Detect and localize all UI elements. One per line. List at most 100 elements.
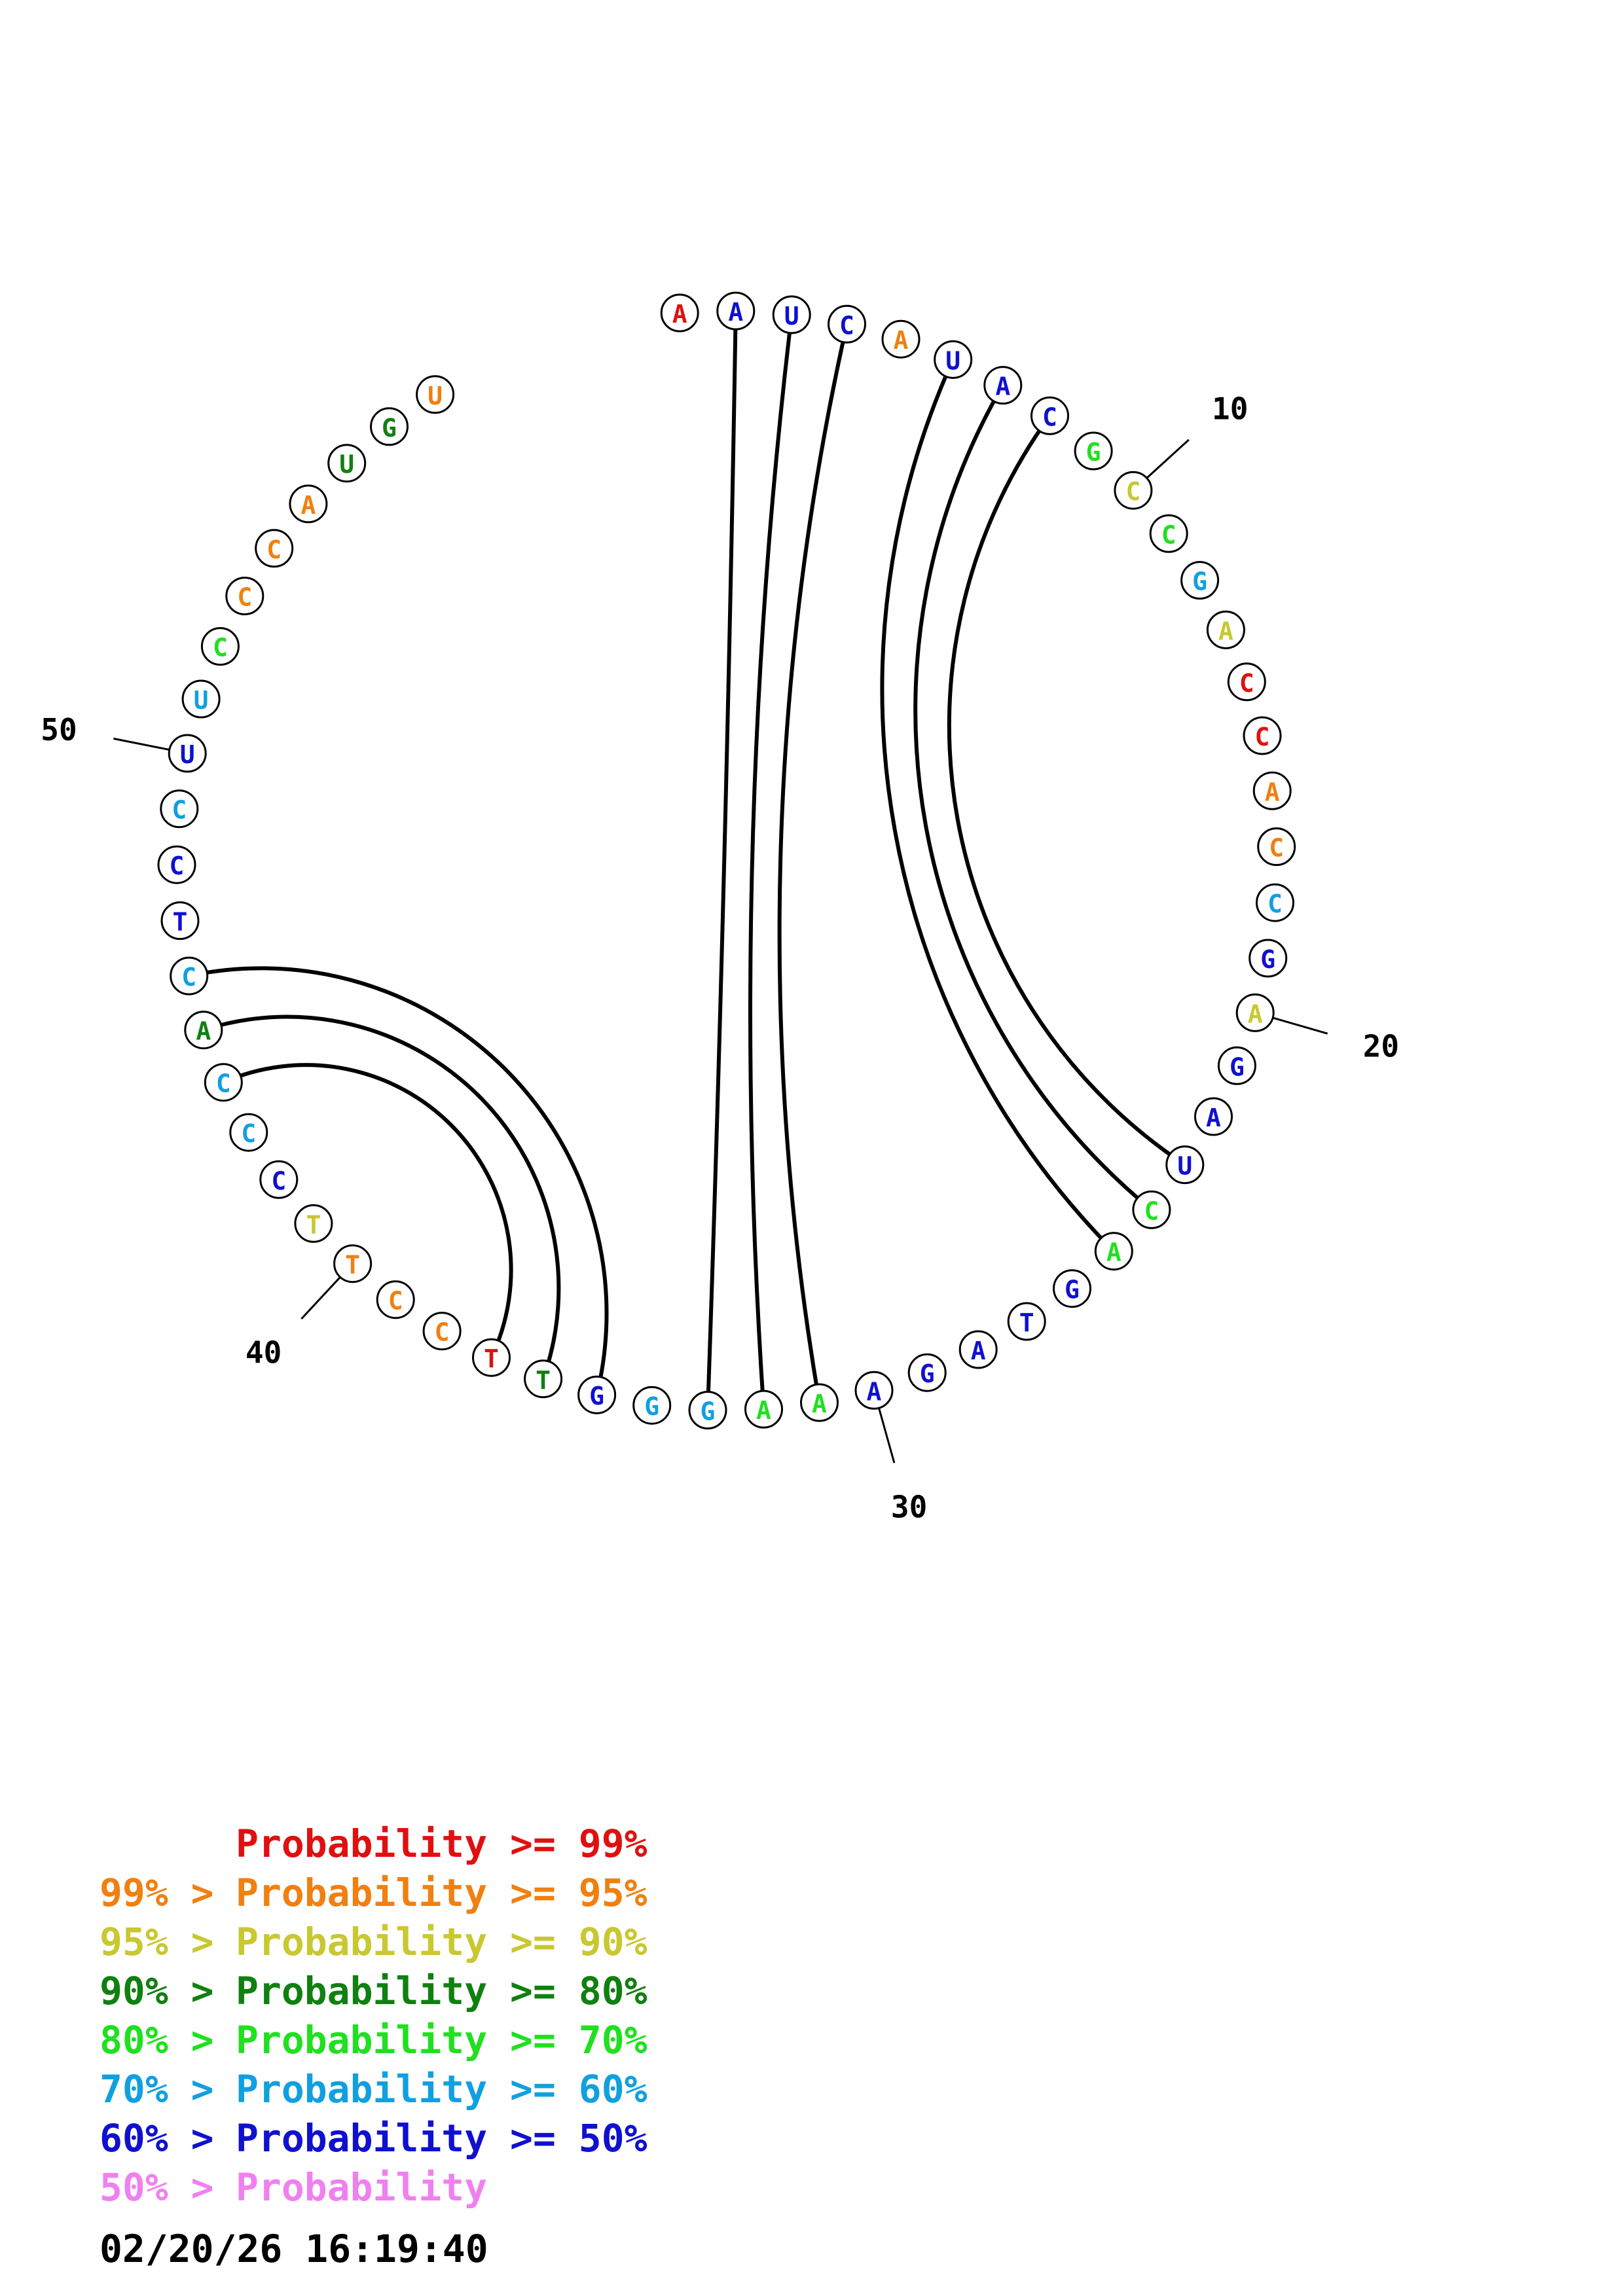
- nucleotide: A: [289, 484, 328, 524]
- nucleotide-letter: C: [1144, 1196, 1159, 1225]
- nucleotide: G: [370, 407, 409, 446]
- nucleotide: T: [524, 1359, 563, 1399]
- nucleotide: C: [225, 577, 264, 616]
- legend-row: 99% > Probability >= 95%: [100, 1869, 647, 1918]
- nucleotide-letter: G: [382, 414, 397, 442]
- legend-row: 95% > Probability >= 90%: [100, 1918, 647, 1967]
- nucleotide: C: [229, 1113, 268, 1152]
- nucleotide-letter: C: [435, 1318, 450, 1347]
- nucleotide-letter: C: [1161, 520, 1176, 549]
- nucleotide: C: [828, 304, 866, 344]
- nucleotide-letter: A: [1218, 617, 1233, 645]
- nucleotide-letter: C: [1267, 889, 1283, 918]
- nucleotide: A: [958, 1330, 998, 1369]
- nucleotide: C: [1030, 396, 1069, 435]
- legend-prefix: 80% >: [100, 2018, 237, 2062]
- base-pair-arc: [777, 323, 849, 1403]
- nucleotide: A: [881, 319, 921, 359]
- nucleotide-letter: U: [784, 302, 799, 331]
- legend-prefix: 99% >: [100, 1871, 237, 1915]
- tick-line: [301, 1276, 341, 1320]
- nucleotide-circle: [1007, 1302, 1046, 1341]
- nucleotide-circle: [828, 304, 866, 344]
- nucleotide-circle: [225, 577, 264, 616]
- nucleotide-circle: [376, 1280, 415, 1319]
- nucleotide: U: [934, 340, 973, 379]
- nucleotide: A: [744, 1390, 783, 1429]
- nucleotide-letter: T: [484, 1344, 499, 1373]
- nucleotide-letter: T: [345, 1251, 360, 1280]
- legend-text: Probability >= 80%: [236, 1969, 647, 2013]
- nucleotide-circle: A A U CAUACGCCGACCACCGAGAUCAGTAGAAAGGGTTCCT…: [157, 291, 1296, 1429]
- nucleotide-circle: [1235, 993, 1275, 1032]
- nucleotide-letter: G: [1086, 438, 1101, 467]
- nucleotide-letter: U: [339, 450, 354, 479]
- nucleotide-letter: A: [1265, 778, 1280, 806]
- nucleotide-circle: [1257, 827, 1296, 867]
- nucleotide-circle: [1074, 431, 1113, 471]
- legend-rows: Probability >= 99% 99% > Probability >= 9…: [100, 1820, 647, 2212]
- nucleotide-circle: [934, 340, 973, 379]
- legend-row: 80% > Probability >= 70%: [100, 2016, 647, 2065]
- nucleotide: T: [160, 901, 200, 941]
- legend-row: 90% > Probability >= 80%: [100, 1967, 647, 2016]
- nucleotide-circle: [577, 1375, 617, 1414]
- nucleotide-circle: [983, 366, 1023, 405]
- nucleotide: T: [472, 1338, 511, 1377]
- nucleotide: U: [416, 375, 455, 414]
- nucleotide: C: [1132, 1190, 1171, 1229]
- nucleotide: A: [800, 1383, 839, 1422]
- nucleotide-letter: A: [1206, 1103, 1221, 1132]
- nucleotide-letter: G: [701, 1397, 716, 1426]
- nucleotide-letter: G: [1230, 1052, 1245, 1081]
- nucleotide-letter: T: [306, 1210, 321, 1239]
- nucleotide: U: [772, 295, 811, 334]
- nucleotide: A: [1094, 1232, 1133, 1271]
- legend-row: 60% > Probability >= 50%: [100, 2114, 647, 2163]
- nucleotide-letter: A: [995, 372, 1010, 401]
- base-pair-arc: [947, 414, 1186, 1167]
- nucleotide-letter: C: [1042, 403, 1057, 431]
- nucleotide-circle: [259, 1160, 299, 1199]
- legend-row: 50% > Probability: [100, 2163, 647, 2212]
- tick-line: [1272, 1016, 1328, 1035]
- nucleotide-letter: A: [971, 1336, 986, 1365]
- nucleotide: A: [660, 293, 699, 332]
- nucleotide: G: [1074, 431, 1113, 471]
- nucleotide: A: [1194, 1097, 1233, 1136]
- nucleotide-circle: [184, 1011, 223, 1050]
- nucleotide-circle: [472, 1338, 511, 1377]
- nucleotide-letter: C: [1125, 477, 1140, 506]
- nucleotide-circle: [632, 1386, 672, 1425]
- nucleotide-circle: [958, 1330, 998, 1369]
- nucleotide-circle: [1149, 514, 1188, 553]
- nucleotide-circle: [1094, 1232, 1133, 1271]
- nucleotide-circle: [160, 789, 199, 829]
- nucleotide-circle: [1206, 610, 1245, 649]
- nucleotide-letter: G: [644, 1392, 659, 1421]
- nucleotide-circle: [416, 375, 455, 414]
- nucleotide-circle: [688, 1391, 727, 1429]
- nucleotide-letter: C: [237, 583, 252, 612]
- nucleotide-circle: [772, 295, 811, 334]
- nucleotide-circle: [333, 1244, 373, 1283]
- position-ticks: 10 20 30 40 50: [41, 391, 1399, 1525]
- legend-text: Probability >= 60%: [236, 2067, 647, 2111]
- nucleotide: U: [327, 444, 367, 483]
- nucleotide-circle: [422, 1312, 462, 1351]
- nucleotide-letter: C: [388, 1287, 403, 1316]
- legend-prefix: 90% >: [100, 1969, 237, 2013]
- nucleotide-letter: T: [1019, 1308, 1034, 1337]
- nucleotide-circle: [1030, 396, 1069, 435]
- nucleotide: C: [1256, 883, 1294, 922]
- legend-text: Probability >= 95%: [236, 1871, 647, 1915]
- nucleotide-letter: C: [266, 535, 282, 564]
- nucleotide: A: [1252, 771, 1292, 810]
- nucleotide-letter: C: [1269, 834, 1284, 863]
- nucleotide: A: [184, 1011, 223, 1050]
- nucleotide-circle: [181, 679, 221, 719]
- base-pair-arc: [748, 314, 794, 1410]
- tick-label: 40: [246, 1335, 282, 1370]
- nucleotide-letter: C: [1255, 723, 1270, 751]
